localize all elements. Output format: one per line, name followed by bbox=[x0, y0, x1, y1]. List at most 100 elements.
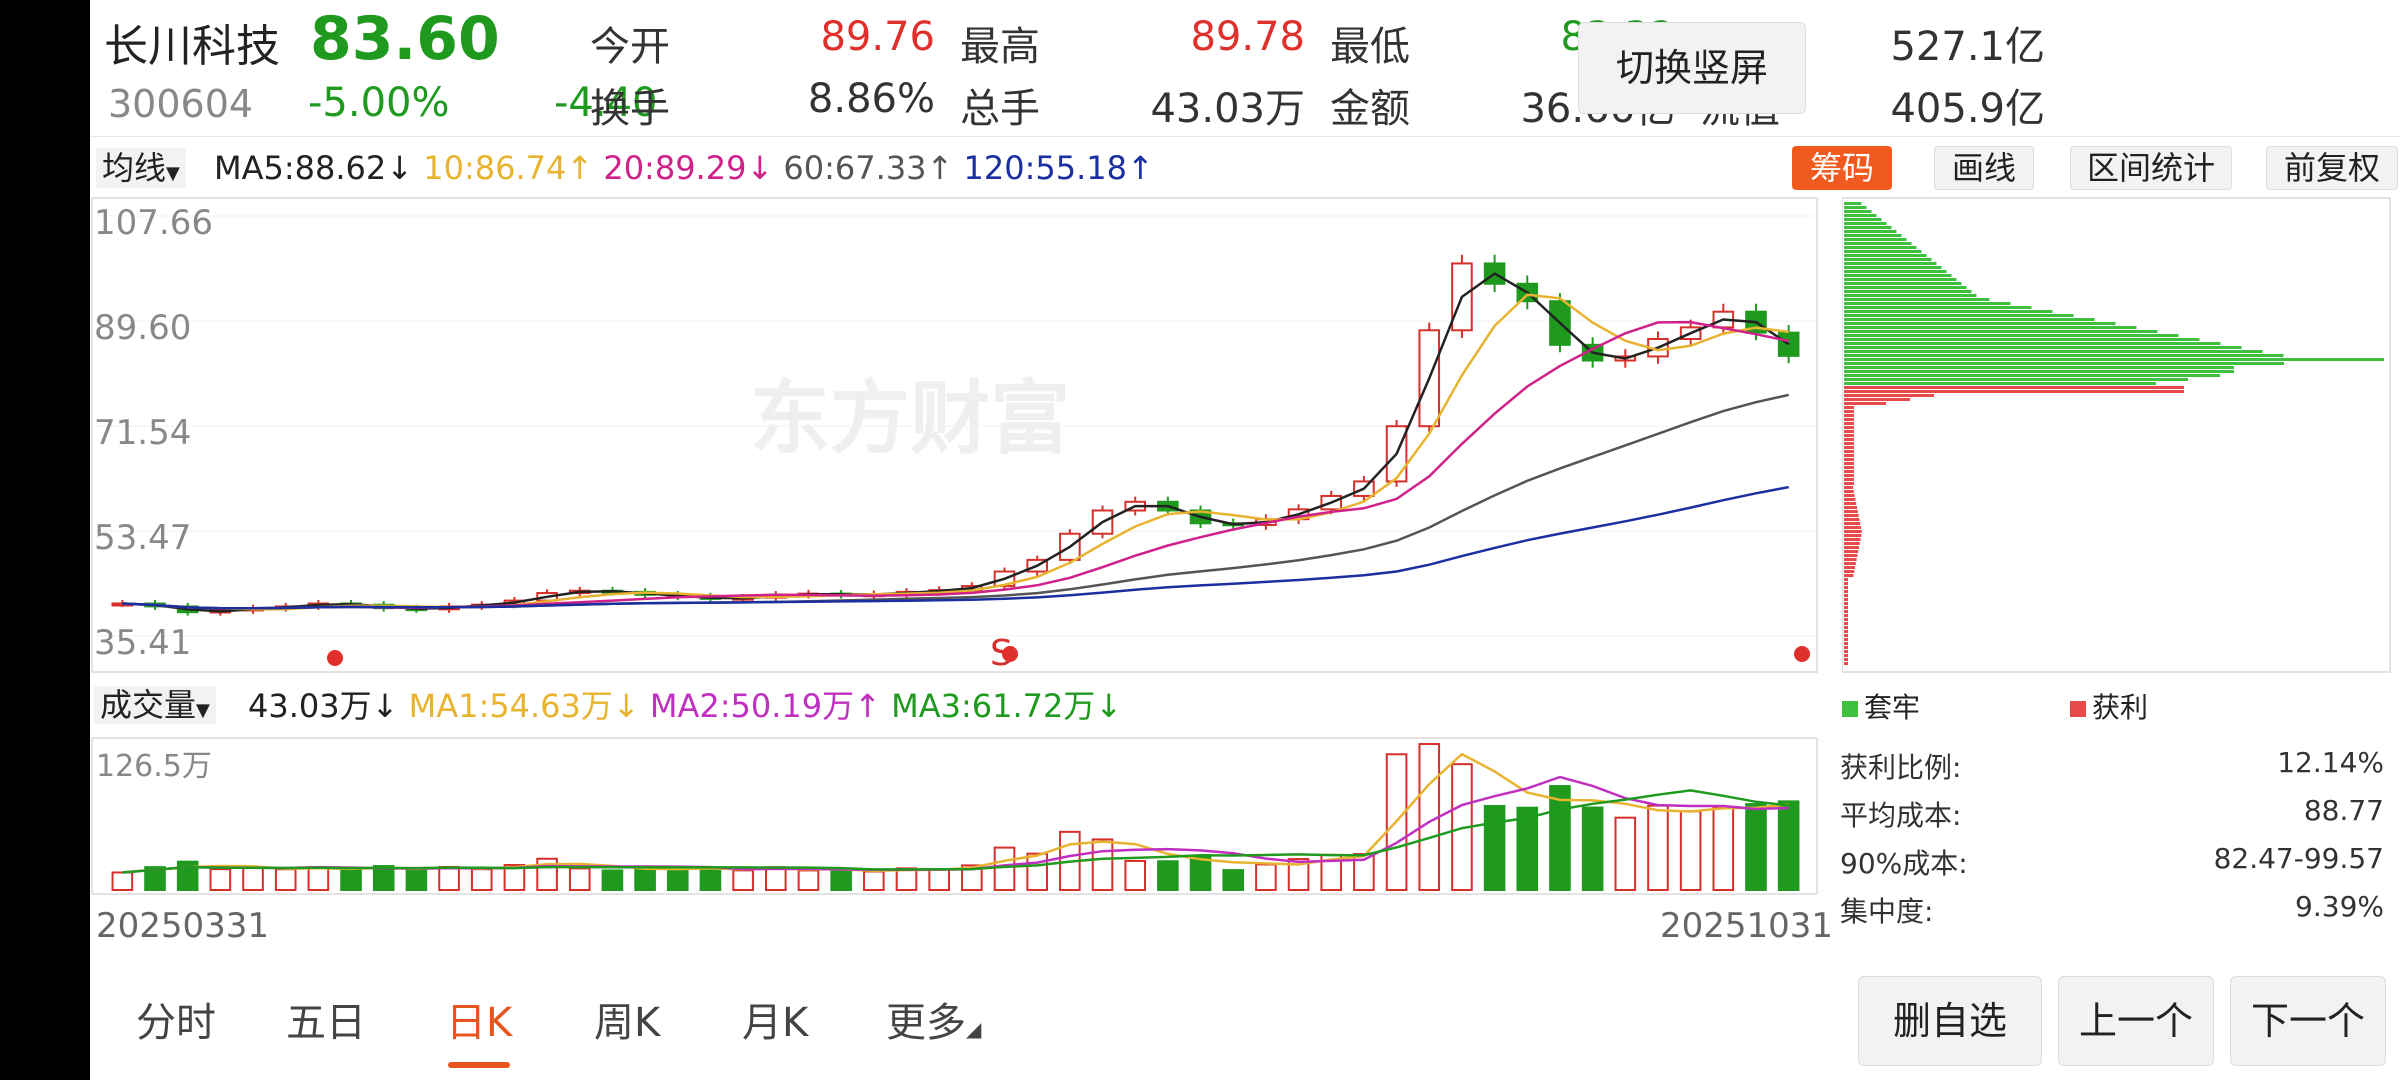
volume-bar bbox=[372, 865, 395, 891]
chip-distribution-chart[interactable] bbox=[1842, 196, 2392, 676]
chip-bar bbox=[1844, 206, 1867, 209]
chip-bar bbox=[1844, 642, 1848, 645]
chip-bar bbox=[1844, 542, 1860, 545]
volume-selector[interactable]: 成交量▼ bbox=[94, 686, 216, 724]
volume-chart[interactable]: 126.5万 bbox=[90, 736, 1820, 896]
draw-line-button[interactable]: 画线 bbox=[1934, 146, 2034, 190]
vol-ma2: MA2:50.19万↑ bbox=[649, 687, 881, 725]
chip-bar bbox=[1844, 646, 1848, 649]
chip-bar bbox=[1844, 486, 1853, 489]
volume-bar bbox=[503, 863, 526, 892]
chip-bar bbox=[1844, 506, 1857, 509]
chip-bar bbox=[1844, 250, 1922, 253]
chip-bar bbox=[1844, 610, 1848, 613]
tab-more-label: 更多 bbox=[886, 1000, 966, 1046]
chip-bar bbox=[1844, 658, 1848, 661]
quote-field-value: 43.03万 bbox=[1150, 86, 1305, 132]
header-divider bbox=[90, 136, 2400, 137]
volume-value: 43.03万↓ bbox=[248, 687, 399, 725]
event-dot bbox=[327, 650, 343, 666]
dropdown-icon: ▼ bbox=[196, 700, 210, 721]
chip-bar bbox=[1844, 262, 1937, 265]
chip-bar bbox=[1844, 254, 1927, 257]
chip-bar bbox=[1844, 274, 1952, 277]
profit-ratio-value: 12.14% bbox=[2277, 746, 2384, 779]
chip-bar bbox=[1844, 386, 2184, 389]
ma-selector[interactable]: 均线▼ bbox=[96, 148, 186, 188]
chip-bar bbox=[1844, 270, 1947, 273]
chip-bar bbox=[1844, 626, 1848, 629]
chip-bar bbox=[1844, 630, 1848, 633]
previous-stock-button[interactable]: 上一个 bbox=[2058, 976, 2214, 1066]
kline-chart-frame bbox=[91, 197, 1818, 673]
chip-bar bbox=[1844, 482, 1854, 485]
volume-bar bbox=[1614, 816, 1637, 891]
y-tick-label: 53.47 bbox=[94, 518, 191, 558]
chip-bar bbox=[1844, 362, 2284, 365]
event-dot bbox=[1794, 646, 1810, 662]
chip-bar bbox=[1844, 602, 1848, 605]
chip-bar bbox=[1844, 450, 1854, 453]
chip-bar bbox=[1844, 286, 1967, 289]
volume-bar bbox=[1777, 800, 1800, 891]
volume-bar bbox=[405, 869, 428, 891]
chip-bar bbox=[1844, 550, 1859, 553]
chip-bar bbox=[1844, 370, 2234, 373]
kline-chart[interactable]: 东方财富 107.66 89.60 71.54 53.47 35.41 S bbox=[90, 196, 1820, 676]
chip-bar bbox=[1844, 442, 1854, 445]
ma60-value: 60:67.33↑ bbox=[783, 149, 954, 187]
chips-button[interactable]: 筹码 bbox=[1792, 146, 1892, 190]
chip-bar bbox=[1844, 526, 1861, 529]
remove-watchlist-button[interactable]: 删自选 bbox=[1858, 976, 2042, 1066]
y-tick-label: 89.60 bbox=[94, 308, 191, 348]
volume-bar bbox=[601, 869, 624, 892]
y-tick-label: 35.41 bbox=[94, 623, 191, 663]
chip-bar bbox=[1844, 402, 1886, 405]
chip-bar bbox=[1844, 414, 1854, 417]
volume-bar bbox=[1483, 804, 1506, 891]
tab-intraday[interactable]: 分时 bbox=[136, 1000, 216, 1046]
volume-selector-label: 成交量 bbox=[100, 686, 197, 724]
tab-weekly-k[interactable]: 周K bbox=[594, 1000, 661, 1046]
chip-bar bbox=[1844, 378, 2188, 381]
volume-bar bbox=[830, 869, 852, 892]
volume-bar bbox=[961, 864, 983, 892]
chip-bar bbox=[1844, 510, 1858, 513]
volume-bar bbox=[895, 867, 918, 891]
avg-cost-label: 平均成本: bbox=[1840, 799, 1962, 832]
tab-daily-k[interactable]: 日K bbox=[446, 1000, 513, 1046]
chip-bar bbox=[1844, 454, 1854, 457]
stock-code: 300604 bbox=[108, 82, 254, 126]
tab-monthly-k[interactable]: 月K bbox=[742, 1000, 809, 1046]
chip-bar bbox=[1844, 558, 1857, 561]
chip-bar bbox=[1844, 470, 1854, 473]
quote-field-value: 405.9亿 bbox=[1890, 86, 2045, 132]
chip-bar bbox=[1844, 494, 1855, 497]
forward-adjust-button[interactable]: 前复权 bbox=[2266, 146, 2398, 190]
switch-portrait-button[interactable]: 切换竖屏 bbox=[1578, 22, 1806, 114]
tab-five-day[interactable]: 五日 bbox=[286, 1000, 366, 1046]
volume-bar bbox=[1745, 803, 1767, 891]
chip-bar bbox=[1844, 514, 1859, 517]
quote-field-label: 今开 bbox=[590, 24, 670, 70]
chip-bar bbox=[1844, 266, 1942, 269]
interval-stats-button[interactable]: 区间统计 bbox=[2070, 146, 2232, 190]
chip-legend-profit: 获利 bbox=[2070, 686, 2148, 726]
quote-field-label: 总手 bbox=[960, 86, 1040, 132]
start-date-label: 20250331 bbox=[96, 906, 270, 946]
chip-bar bbox=[1844, 238, 1907, 241]
legend-swatch-red bbox=[2070, 701, 2086, 717]
chip-bar bbox=[1844, 422, 1854, 425]
ma-selector-label: 均线 bbox=[102, 149, 167, 187]
ma20-line bbox=[122, 320, 1789, 610]
volume-bar bbox=[764, 866, 787, 892]
chip-bar bbox=[1844, 222, 1887, 225]
next-stock-button[interactable]: 下一个 bbox=[2230, 976, 2386, 1066]
chip-bar bbox=[1844, 306, 2032, 309]
chip-bar bbox=[1844, 202, 1862, 205]
cost90-value: 82.47-99.57 bbox=[2213, 842, 2384, 875]
chip-bar bbox=[1844, 502, 1857, 505]
tab-more[interactable]: 更多◢ bbox=[886, 990, 981, 1048]
chip-bar bbox=[1844, 594, 1848, 597]
chip-bar bbox=[1844, 382, 2156, 385]
